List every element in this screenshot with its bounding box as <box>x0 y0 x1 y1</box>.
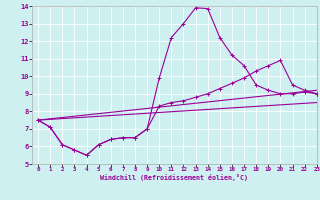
X-axis label: Windchill (Refroidissement éolien,°C): Windchill (Refroidissement éolien,°C) <box>100 174 248 181</box>
